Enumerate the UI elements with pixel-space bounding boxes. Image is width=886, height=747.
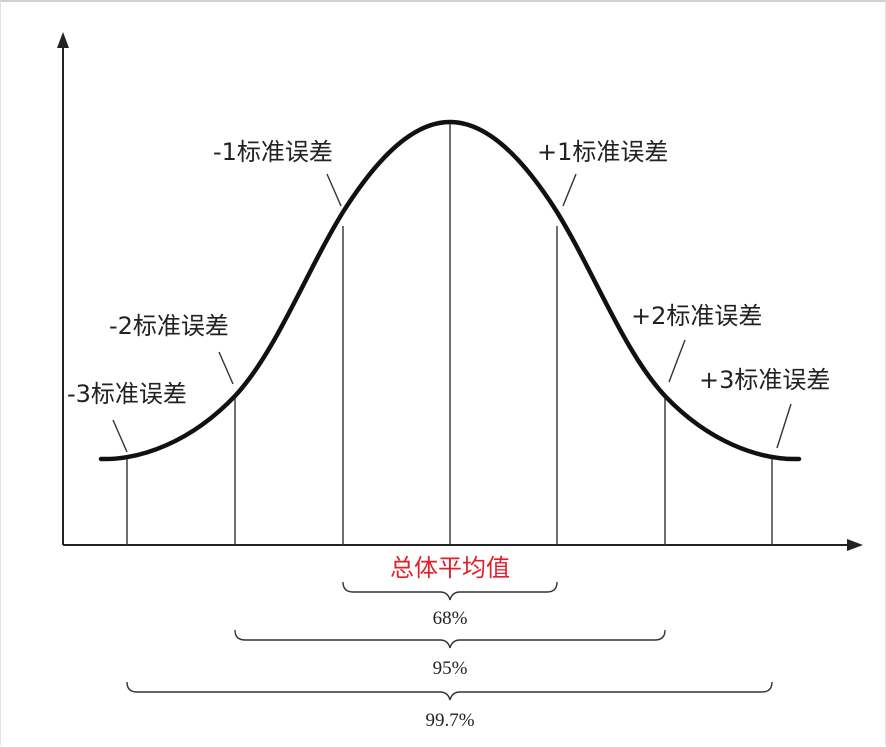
interval-997-label: 99.7% [425,710,474,731]
label-plus2: +2标准误差 [631,302,762,330]
pointer-plus1 [562,173,577,207]
brace-997 [126,681,773,701]
pointer-plus2 [668,339,686,383]
pointer-plus3 [776,403,792,449]
interval-braces [126,581,773,701]
brace-95 [234,629,666,649]
pointer-minus2 [218,351,234,385]
label-plus3: +3标准误差 [699,366,830,394]
pointer-minus1 [326,173,342,207]
label-plus1: +1标准误差 [537,138,668,166]
bell-curve [98,119,802,462]
axes [57,32,863,551]
interval-68-label: 68% [433,608,468,629]
y-axis-arrow [57,32,69,48]
interval-95-label: 95% [433,658,468,679]
sd-lines [126,122,773,545]
label-minus3: -3标准误差 [67,380,187,408]
mean-label: 总体平均值 [390,554,510,582]
brace-68 [342,581,558,601]
label-pointers [112,173,792,453]
label-minus2: -2标准误差 [109,312,229,340]
pointer-minus3 [112,419,128,453]
label-minus1: -1标准误差 [213,138,333,166]
x-axis-arrow [847,539,863,551]
